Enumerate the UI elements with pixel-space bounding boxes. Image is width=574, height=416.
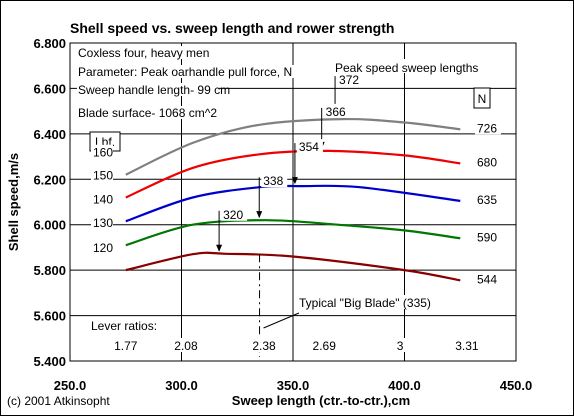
- chart-title: Shell speed vs. sweep length and rower s…: [70, 20, 394, 36]
- y-axis-label: Shell speed,m/s: [6, 153, 21, 251]
- big-blade-marker: Typical "Big Blade" (335): [259, 254, 469, 357]
- peak-value-label: 338: [263, 174, 283, 188]
- series-newton-label: 590: [477, 230, 497, 244]
- series-lbf-label: 130: [93, 216, 113, 230]
- peak-arrowhead: [291, 177, 298, 185]
- big-blade-pointer: [263, 312, 300, 329]
- lever-ratio-value: 2.08: [174, 339, 198, 353]
- peak-value-label: 372: [339, 73, 359, 87]
- y-axis-ticks: 5.400 5.600 5.800 6.000 6.200 6.400 6.600 6.800: [33, 36, 66, 369]
- series-line: [125, 219, 461, 247]
- peak-arrowhead: [256, 211, 263, 219]
- newton-box: N: [473, 87, 491, 109]
- lever-ratio-value: 1.77: [114, 339, 138, 353]
- note-parameter: Parameter: Peak oarhandle pull force, N: [78, 65, 292, 79]
- x-tick-label: 450.0: [500, 378, 533, 393]
- peak-value-label: 366: [326, 105, 346, 119]
- series-lbf-label: 140: [93, 192, 113, 206]
- series-lbf-label: 120: [93, 241, 113, 255]
- y-tick-label: 6.000: [33, 218, 66, 233]
- lever-ratio-value: 3.31: [455, 339, 479, 353]
- lever-ratio-value: 2.69: [313, 339, 337, 353]
- lever-ratios-label: Lever ratios:: [91, 319, 157, 333]
- series-lbf-label: 160: [93, 146, 113, 160]
- notes-block: Coxless four, heavy men Parameter: Peak …: [77, 46, 501, 120]
- peak-arrowhead: [216, 244, 223, 252]
- x-axis-ticks: 250.0 300.0 350.0 400.0 450.0: [54, 378, 533, 393]
- series-lbf-label: 150: [93, 168, 113, 182]
- x-tick-label: 300.0: [165, 378, 198, 393]
- series-newton-label: 680: [477, 155, 497, 169]
- y-tick-label: 6.400: [33, 127, 66, 142]
- y-tick-label: 6.800: [33, 36, 66, 51]
- copyright-text: (c) 2001 Atkinsopht: [7, 394, 110, 408]
- peak-value-label: 354: [299, 140, 319, 154]
- series-newton-label: 635: [477, 193, 497, 207]
- lever-ratio-value: 2.38: [252, 339, 276, 353]
- big-blade-label: Typical "Big Blade" (335): [299, 296, 431, 310]
- x-tick-label: 250.0: [54, 378, 87, 393]
- x-tick-label: 350.0: [277, 378, 310, 393]
- newton-label: N: [478, 92, 487, 106]
- y-tick-label: 6.600: [33, 81, 66, 96]
- series-newton-label: 544: [477, 272, 497, 286]
- y-tick-label: 6.200: [33, 172, 66, 187]
- y-tick-label: 5.400: [33, 354, 66, 369]
- x-tick-label: 400.0: [388, 378, 421, 393]
- peak-sweep-label: Peak speed sweep lengths: [335, 61, 478, 75]
- series-line: [125, 149, 461, 199]
- series-annotations: 160 726 372 150 680 366 140 635 354 130 590 338 120 5…: [91, 72, 501, 286]
- peak-value-label: 320: [223, 208, 243, 222]
- lever-ratios: Lever ratios: 1.77 2.08 2.38 2.69 3 3.31: [89, 318, 481, 353]
- y-tick-label: 5.800: [33, 263, 66, 278]
- series-line: [125, 117, 461, 176]
- note-blade-surface: Blade surface- 1068 cm^2: [78, 106, 217, 120]
- x-axis-label: Sweep length (ctr.-to-ctr.),cm: [232, 393, 410, 408]
- note-crew: Coxless four, heavy men: [78, 46, 209, 60]
- y-tick-label: 5.600: [33, 309, 66, 324]
- series-line: [125, 251, 461, 282]
- series-newton-label: 726: [477, 121, 497, 135]
- lever-ratio-value: 3: [397, 339, 404, 353]
- note-handle-length: Sweep handle length- 99 cm: [78, 83, 230, 97]
